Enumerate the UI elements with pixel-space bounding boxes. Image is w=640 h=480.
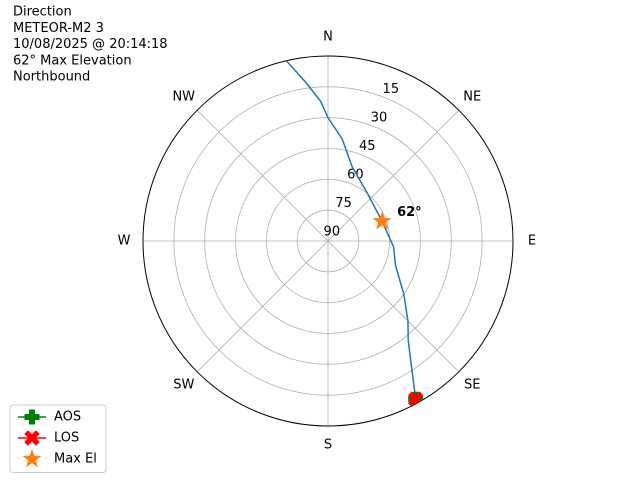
legend-label: LOS — [54, 431, 79, 446]
r-tick-label: 60 — [347, 167, 364, 182]
title-line: Direction — [13, 5, 72, 20]
outer-circle — [142, 55, 514, 427]
grid-spoke — [196, 109, 329, 242]
theta-tick-label: N — [323, 30, 333, 45]
title-line: Northbound — [13, 70, 90, 85]
x-marker — [24, 430, 40, 446]
theta-tick-label: NW — [172, 89, 195, 104]
r-tick-label: 75 — [335, 196, 352, 211]
theta-tick-label: SW — [173, 378, 194, 393]
title-line: METEOR-M2 3 — [13, 21, 104, 36]
r-tick-label: 45 — [359, 139, 376, 154]
annotation: 62° — [397, 205, 422, 220]
grid-spoke — [196, 240, 329, 373]
theta-tick-label: S — [324, 438, 332, 453]
theta-tick-label: E — [528, 234, 536, 249]
theta-tick-label: W — [118, 234, 131, 249]
theta-tick-label: NE — [463, 89, 481, 104]
track-line — [285, 60, 417, 400]
star-marker — [22, 449, 42, 468]
grid-spoke — [327, 109, 460, 242]
title-line: 62° Max Elevation — [13, 53, 132, 68]
star-marker — [372, 211, 392, 230]
legend-label: Max El — [54, 452, 97, 467]
r-tick-label: 90 — [324, 224, 341, 239]
grid-spoke — [327, 240, 460, 373]
theta-tick-label: SE — [464, 378, 480, 393]
title-line: 10/08/2025 @ 20:14:18 — [13, 37, 168, 52]
r-tick-label: 30 — [371, 110, 388, 125]
legend-label: AOS — [54, 410, 81, 425]
plus-marker — [24, 409, 40, 425]
r-tick-label: 15 — [383, 82, 400, 97]
